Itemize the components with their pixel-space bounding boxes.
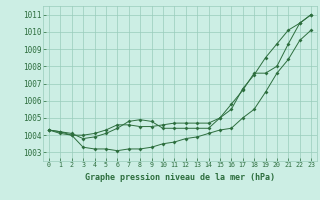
X-axis label: Graphe pression niveau de la mer (hPa): Graphe pression niveau de la mer (hPa) [85, 173, 275, 182]
